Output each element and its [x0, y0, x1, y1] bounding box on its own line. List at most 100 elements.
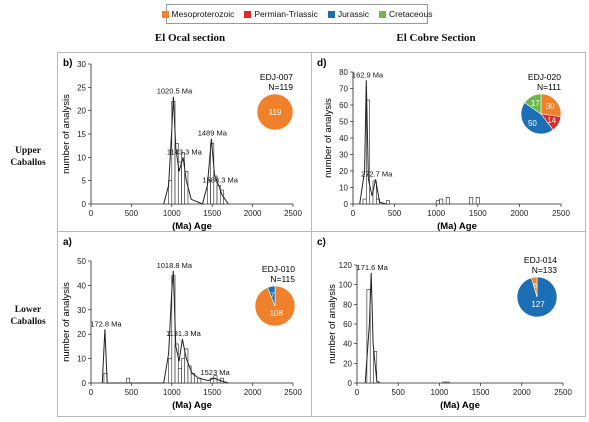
y-tick-label: 10	[77, 153, 86, 162]
peak-label: 272.7 Ma	[361, 169, 393, 178]
chart-panel-b: b) 0 5 10 15 20 25 30 0 500 1000 1500 2000 2500 (Ma) A…	[61, 58, 302, 232]
y-tick-label: 30	[77, 60, 86, 69]
y-tick-label: 20	[77, 107, 86, 116]
legend: Mesoproterozoic Permian-Triassic Jurassic C…	[161, 4, 432, 24]
y-tick-label: 40	[339, 134, 348, 143]
row-header-upper-caballos: Upper Caballos	[10, 146, 46, 168]
peak-label: 1523 Ma	[200, 368, 230, 377]
x-tick-label: 500	[388, 209, 402, 218]
histogram-bar	[439, 198, 444, 205]
pie-label: 14	[547, 116, 556, 125]
legend-label: Jurassic	[337, 9, 370, 19]
x-tick-label: 2500	[554, 388, 572, 397]
histogram-bar	[187, 365, 192, 384]
x-axis-label: (Ma) Age	[440, 400, 480, 411]
y-axis-label: number of analysis	[323, 98, 334, 178]
sample-name: EDJ-020	[528, 72, 561, 82]
panel-letter: d)	[317, 58, 326, 69]
sample-name: EDJ-010	[262, 264, 295, 274]
kde-curve	[163, 96, 229, 205]
y-tick-label: 80	[339, 68, 348, 77]
y-tick-label: 15	[77, 130, 86, 139]
x-axis-label: (Ma) Age	[437, 221, 477, 232]
x-tick-label: 1000	[163, 209, 181, 218]
kde-curve	[101, 270, 229, 384]
y-axis-label: number of analysis	[61, 282, 72, 362]
x-tick-label: 1500	[203, 209, 221, 218]
y-tick-label: 40	[343, 340, 352, 349]
y-tick-label: 20	[343, 359, 352, 368]
x-tick-label: 1000	[431, 388, 449, 397]
sample-count: N=111	[537, 82, 561, 92]
pie-label: 127	[531, 300, 545, 309]
histogram-bar	[385, 200, 390, 205]
y-axis-label: number of analysis	[61, 94, 72, 174]
x-tick-label: 1500	[469, 209, 487, 218]
x-tick-label: 0	[89, 388, 94, 397]
legend-swatch	[327, 10, 335, 18]
histogram-bar	[469, 197, 474, 205]
x-tick-label: 2000	[511, 209, 529, 218]
x-axis-label: (Ma) Age	[172, 221, 212, 232]
pie-label: 6	[533, 283, 537, 290]
y-tick-label: 0	[348, 379, 353, 388]
histogram-bar	[445, 381, 450, 384]
column-header-el-ocal: El Ocal section	[154, 32, 226, 44]
x-tick-label: 2000	[513, 388, 531, 397]
legend-swatch	[379, 10, 387, 18]
y-tick-label: 0	[82, 200, 87, 209]
y-tick-label: 20	[77, 330, 86, 339]
panel-frame-c	[311, 231, 586, 417]
peak-label: 172.8 Ma	[90, 319, 122, 328]
chart-panel-c: c) 0 20 40 60 80 100 120 0 500 1000 1500 2000 2500 (Ma…	[317, 237, 572, 411]
peak-label: 1020.5 Ma	[157, 87, 193, 96]
legend-item: Mesoproterozoic	[161, 9, 234, 19]
y-tick-label: 10	[339, 184, 348, 193]
pie-slice	[267, 285, 276, 307]
panel-letter: b)	[63, 58, 72, 69]
legend-swatch	[244, 10, 252, 18]
x-tick-label: 2500	[284, 388, 302, 397]
x-tick-label: 1500	[472, 388, 490, 397]
x-tick-label: 2000	[244, 209, 262, 218]
x-tick-label: 0	[351, 209, 356, 218]
y-tick-label: 50	[77, 257, 86, 266]
y-tick-label: 5	[82, 177, 87, 186]
pie-label: 50	[528, 119, 537, 128]
legend-swatch	[161, 10, 169, 18]
histogram-bar	[475, 197, 480, 205]
histogram-bar	[174, 343, 179, 384]
histogram-bar	[362, 198, 367, 205]
x-tick-label: 1000	[427, 209, 445, 218]
kde-curve	[364, 272, 381, 384]
y-tick-label: 10	[77, 355, 86, 364]
legend-item: Jurassic	[327, 9, 370, 19]
row-header-lower-caballos: Lower Caballos	[10, 305, 46, 327]
legend-item: Cretaceous	[379, 9, 432, 19]
legend-label: Cretaceous	[389, 9, 433, 19]
histogram-bar	[442, 381, 447, 384]
pie-label: 17	[531, 99, 540, 108]
x-tick-label: 1500	[203, 388, 221, 397]
y-tick-label: 60	[339, 101, 348, 110]
peak-label: 162.9 Ma	[352, 70, 384, 79]
pie-slice	[531, 276, 538, 298]
y-tick-label: 120	[339, 261, 353, 270]
legend-item: Permian-Triassic	[244, 9, 318, 19]
sample-count: N=115	[270, 274, 295, 284]
x-tick-label: 1000	[163, 388, 181, 397]
pie-slice	[540, 93, 562, 117]
y-tick-label: 50	[339, 118, 348, 127]
histogram-bar	[126, 377, 131, 384]
y-tick-label: 30	[339, 151, 348, 160]
pie-slice	[256, 93, 294, 131]
y-tick-label: 100	[339, 281, 353, 290]
y-tick-label: 0	[344, 200, 349, 209]
histogram-bar	[177, 368, 182, 384]
peak-label: 171.6 Ma	[357, 263, 389, 272]
histogram-bar	[181, 358, 186, 384]
peak-label: 1586.3 Ma	[202, 175, 238, 184]
pie-label: 108	[270, 309, 284, 318]
histogram-bar	[168, 358, 173, 384]
